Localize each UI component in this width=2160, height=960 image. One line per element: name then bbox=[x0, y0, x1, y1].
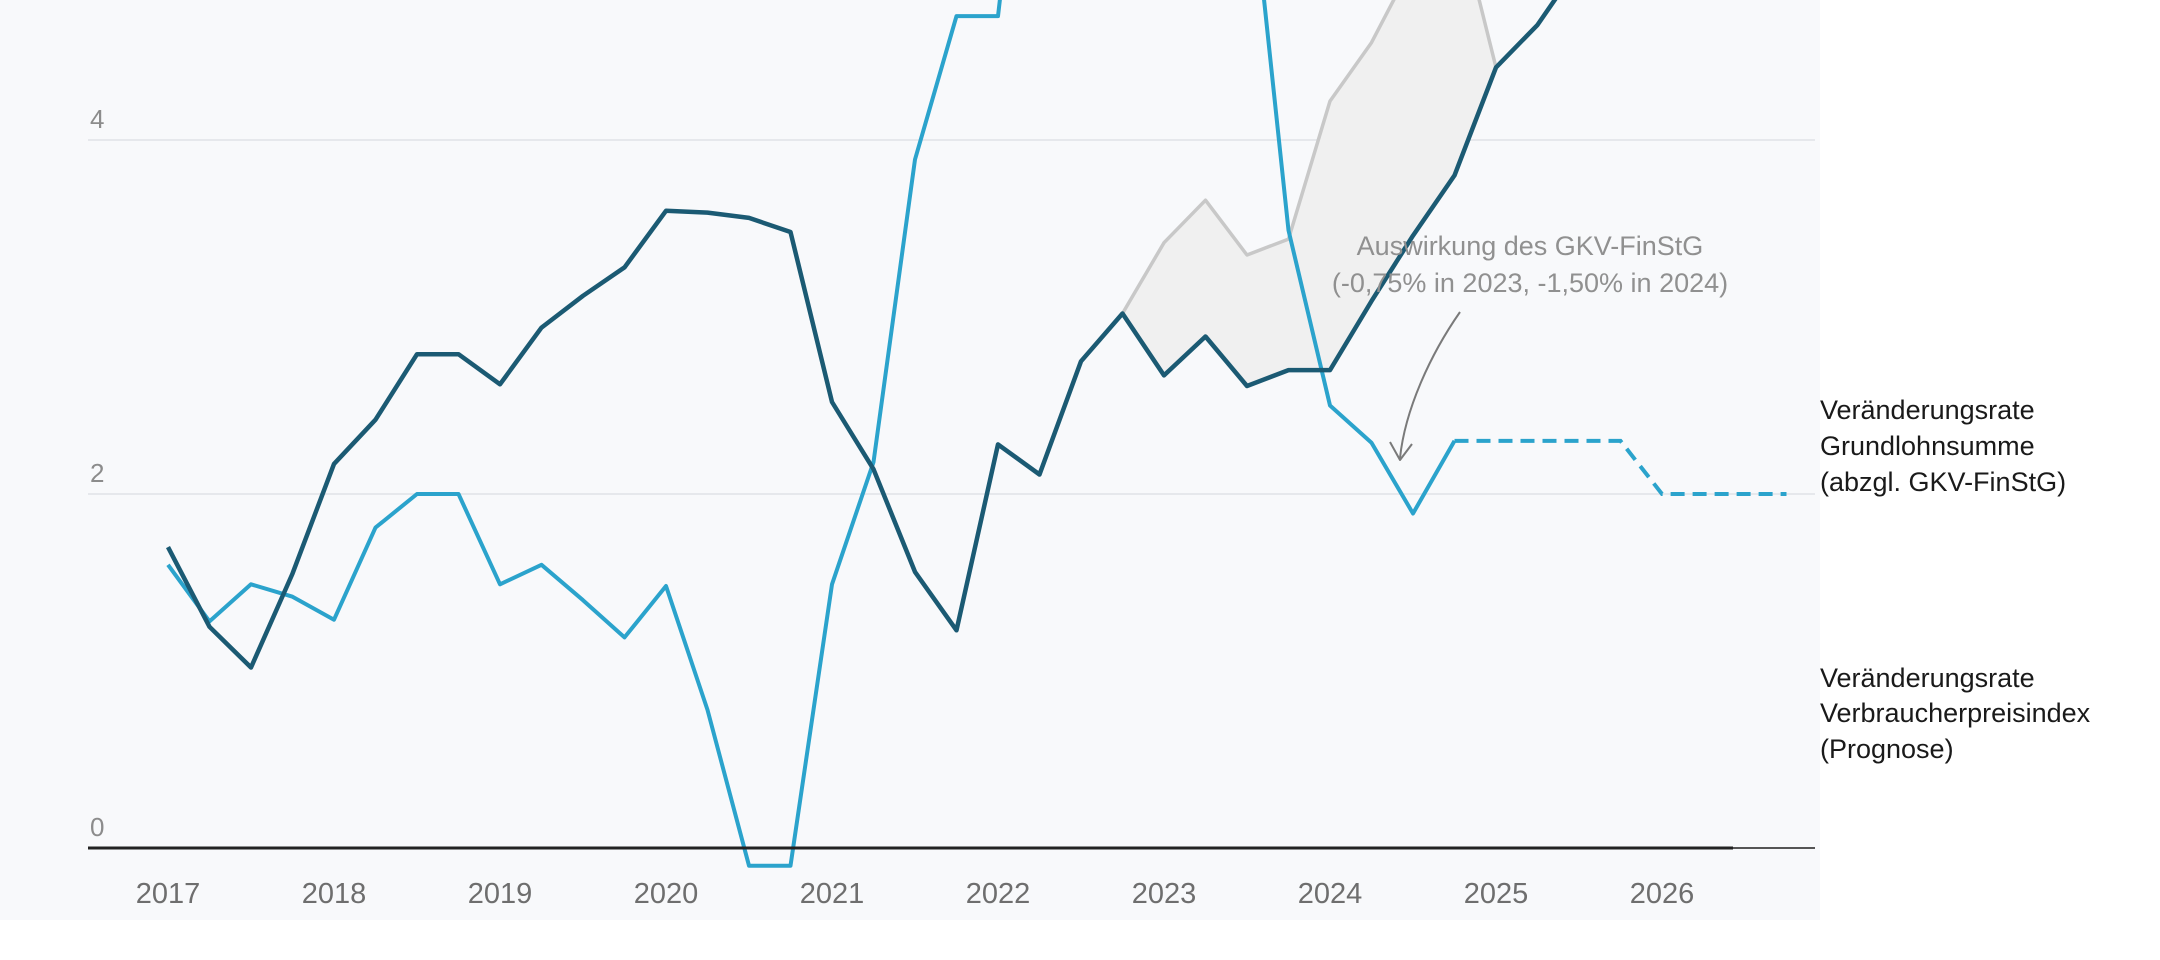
y-tick-label: 2 bbox=[90, 458, 104, 488]
vpi-forecast-line bbox=[1454, 438, 1787, 496]
finstg-effect-band bbox=[1120, 0, 1498, 386]
plot-background bbox=[0, 0, 1820, 920]
effect-band-upper-line bbox=[1120, 0, 1498, 315]
series-labels: Veränderungsrate Grundlohnsumme (abzgl. GK… bbox=[1820, 395, 2091, 764]
annotation: Auswirkung des GKV-FinStG (-0,75% in 2023… bbox=[1332, 231, 1728, 461]
vpi-label-line: (Prognose) bbox=[1820, 734, 1954, 764]
gridlines bbox=[88, 139, 1815, 495]
x-axis-ticks: 2017 2018 2019 2020 2021 2022 2023 2024 2025 2026 bbox=[136, 878, 1695, 910]
x-tick-label: 2017 bbox=[136, 878, 201, 910]
effect-band-area bbox=[1122, 0, 1496, 386]
annotation-text-line: Auswirkung des GKV-FinStG bbox=[1357, 231, 1704, 261]
grundlohn-line bbox=[166, 0, 1558, 670]
vpi-label-line: Verbraucherpreisindex bbox=[1820, 698, 2091, 728]
x-tick-label: 2025 bbox=[1464, 878, 1529, 910]
y-tick-label: 0 bbox=[90, 812, 104, 842]
annotation-arrow-shaft bbox=[1399, 311, 1461, 459]
x-tick-label: 2023 bbox=[1132, 878, 1197, 910]
grundlohn-label-line: Grundlohnsumme bbox=[1820, 431, 2035, 461]
x-tick-label: 2026 bbox=[1630, 878, 1695, 910]
series-lines bbox=[166, 0, 1787, 868]
x-tick-label: 2020 bbox=[634, 878, 699, 910]
x-tick-label: 2022 bbox=[966, 878, 1031, 910]
x-tick-label: 2019 bbox=[468, 878, 533, 910]
y-tick-label: 4 bbox=[90, 104, 104, 134]
x-tick-label: 2018 bbox=[302, 878, 367, 910]
grundlohn-label-line: (abzgl. GKV-FinStG) bbox=[1820, 467, 2066, 497]
annotation-text-line: (-0,75% in 2023, -1,50% in 2024) bbox=[1332, 268, 1728, 298]
vpi-line bbox=[166, 0, 1457, 868]
y-axis-ticks: 02468% bbox=[90, 104, 104, 842]
grundlohn-label-line: Veränderungsrate bbox=[1820, 395, 2035, 425]
vpi-label-line: Veränderungsrate bbox=[1820, 663, 2035, 693]
x-tick-label: 2021 bbox=[800, 878, 865, 910]
annotation-arrow-head bbox=[1389, 441, 1413, 461]
x-tick-label: 2024 bbox=[1298, 878, 1363, 910]
